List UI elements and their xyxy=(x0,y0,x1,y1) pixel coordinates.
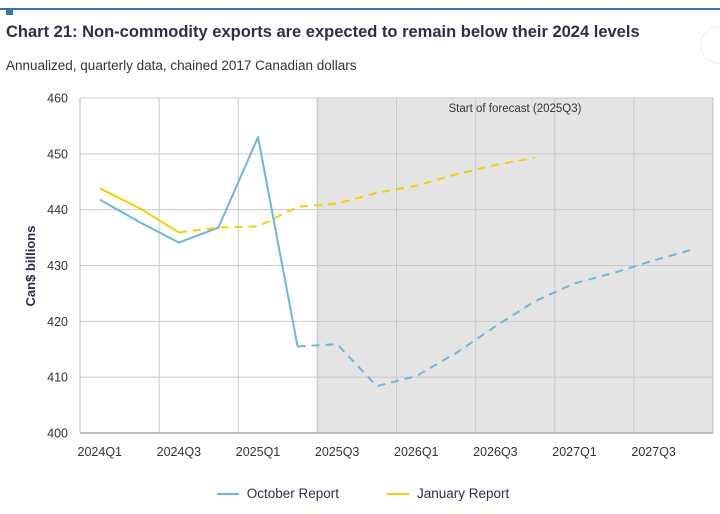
series-line-january-report-projection xyxy=(178,156,536,234)
x-tick-label: 2026Q3 xyxy=(473,445,518,459)
series-line-january-report-actual xyxy=(99,187,180,234)
legend-label-january: January Report xyxy=(416,486,510,501)
data-point-october-report xyxy=(573,281,577,285)
data-point-october-report xyxy=(177,241,181,245)
header-accent-square xyxy=(6,8,13,15)
x-tick-label: 2027Q1 xyxy=(552,445,597,459)
legend: October Report January Report xyxy=(0,486,720,501)
data-point-january-report xyxy=(216,226,220,230)
series-line-october-report-projection xyxy=(297,248,694,388)
data-point-october-report xyxy=(533,299,537,303)
data-point-january-report xyxy=(296,205,300,209)
legend-swatch-january xyxy=(386,492,409,495)
legend-label-october: October Report xyxy=(246,486,339,501)
data-point-january-report xyxy=(454,172,458,176)
data-point-january-report xyxy=(177,231,181,235)
legend-item-january[interactable]: January Report xyxy=(381,486,509,501)
data-point-january-report xyxy=(493,163,497,167)
x-tick-label: 2024Q1 xyxy=(78,445,123,459)
y-tick-label: 400 xyxy=(47,427,68,441)
legend-swatch-october xyxy=(216,492,239,495)
chart-subtitle: Annualized, quarterly data, chained 2017… xyxy=(6,58,357,73)
data-point-october-report xyxy=(137,220,141,224)
data-point-october-report xyxy=(652,258,656,262)
series-line-october-report-actual xyxy=(99,136,299,347)
x-tick-label: 2026Q1 xyxy=(394,445,439,459)
data-point-october-report xyxy=(375,384,379,388)
y-tick-label: 450 xyxy=(47,147,68,161)
x-tick-label: 2025Q1 xyxy=(236,445,281,459)
data-point-october-report xyxy=(256,135,260,139)
y-tick-label: 410 xyxy=(47,371,68,385)
x-tick-label: 2025Q3 xyxy=(315,445,360,459)
data-point-october-report xyxy=(98,198,102,202)
y-axis-title: Can$ billions xyxy=(23,226,38,307)
data-point-january-report xyxy=(533,156,537,160)
data-point-october-report xyxy=(335,342,339,346)
data-point-october-report xyxy=(414,374,418,378)
data-point-october-report xyxy=(296,344,300,348)
data-point-october-report xyxy=(612,271,616,275)
x-tick-label: 2024Q3 xyxy=(157,445,202,459)
y-tick-label: 430 xyxy=(47,259,68,273)
data-point-october-report xyxy=(454,351,458,355)
y-tick-label: 420 xyxy=(47,315,68,329)
data-point-january-report xyxy=(256,224,260,228)
data-point-january-report xyxy=(375,191,379,195)
data-point-october-report xyxy=(493,324,497,328)
legend-item-october[interactable]: October Report xyxy=(211,486,339,501)
y-tick-label: 460 xyxy=(47,92,68,106)
forecast-annotation: Start of forecast (2025Q3) xyxy=(449,103,582,115)
data-point-january-report xyxy=(137,206,141,210)
data-point-october-report xyxy=(691,247,695,251)
y-tick-label: 440 xyxy=(47,203,68,217)
data-point-january-report xyxy=(414,184,418,188)
data-point-january-report xyxy=(335,202,339,206)
header-rule xyxy=(0,8,720,10)
data-point-january-report xyxy=(98,186,102,190)
x-tick-label: 2027Q3 xyxy=(631,445,676,459)
chart-title: Chart 21: Non-commodity exports are expe… xyxy=(6,23,640,41)
